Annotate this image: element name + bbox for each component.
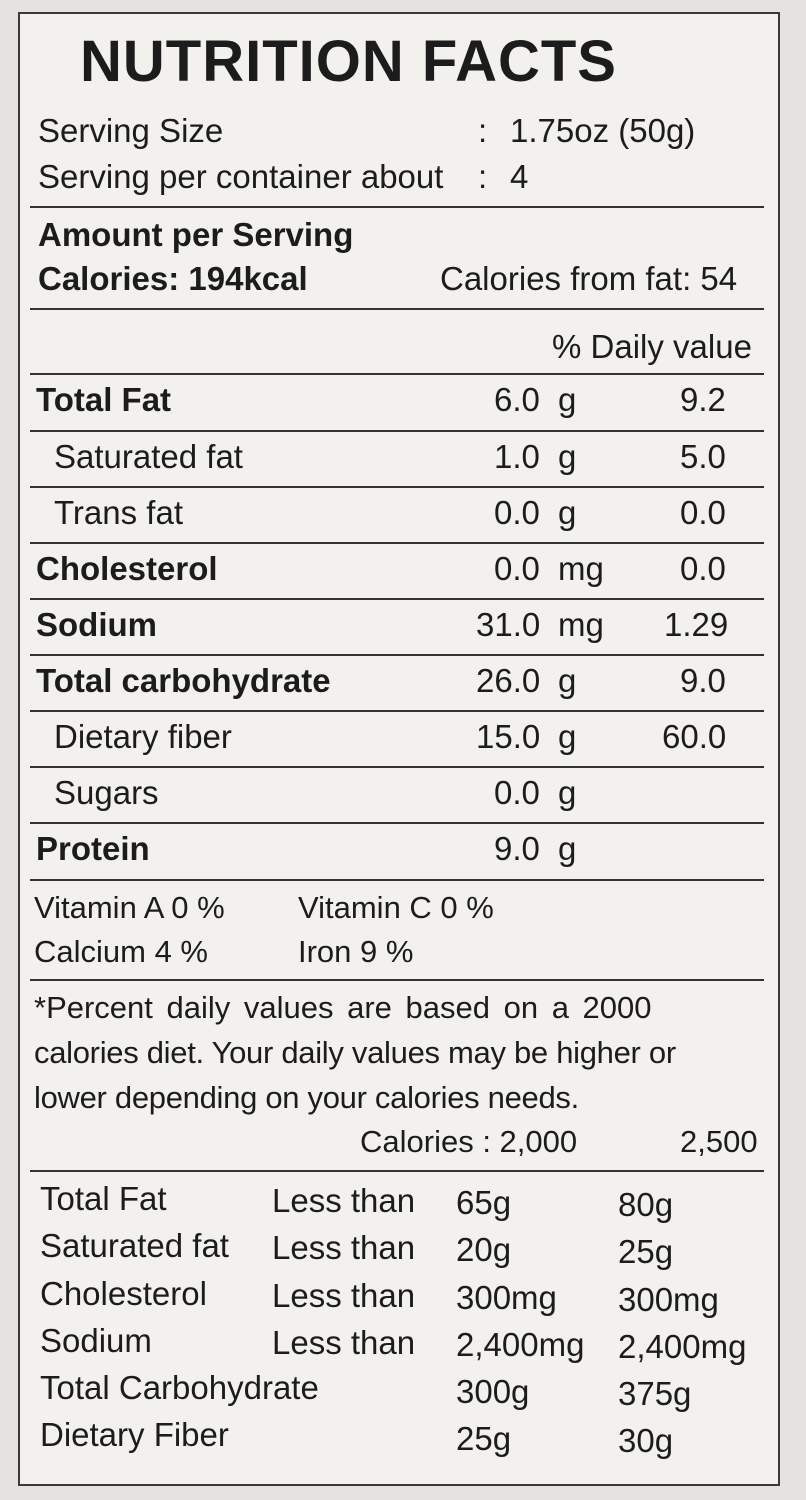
nutrient-unit-sugars: g <box>558 774 577 811</box>
nutrient-amount-sugars: 0.0 <box>494 774 540 811</box>
reference-row-qualifier: Less than <box>272 1182 416 1219</box>
nutrient-name-sugars: Sugars <box>54 774 159 811</box>
label-title: NUTRITION FACTS <box>80 29 617 94</box>
nutrient-unit-sodium: mg <box>558 606 604 643</box>
nutrient-name-sodium: Sodium <box>36 606 157 643</box>
reference-row-name: Total Carbohydrate <box>40 1369 319 1406</box>
servings-per-container-label: Serving per container about <box>38 158 444 195</box>
reference-row-value-2000: 2,400mg <box>456 1326 585 1363</box>
vitamin-c: Vitamin C 0 % <box>298 890 494 925</box>
reference-row-value-2000: 300g <box>456 1373 530 1410</box>
divider <box>30 979 764 981</box>
serving-size-label: Serving Size <box>38 112 224 149</box>
divider <box>30 822 764 824</box>
calories: Calories: 194kcal <box>38 260 308 297</box>
reference-calories-high: 2,500 <box>680 1124 758 1159</box>
nutrient-unit-total-carbohydrate: g <box>558 662 577 699</box>
reference-row-name: Dietary Fiber <box>40 1416 229 1453</box>
reference-row-name: Saturated fat <box>40 1227 229 1264</box>
nutrient-dv-dietary-fiber: 60.0 <box>662 718 727 755</box>
nutrient-dv-total-fat: 9.2 <box>680 381 726 418</box>
reference-row-name: Cholesterol <box>40 1275 207 1312</box>
nutrient-name-dietary-fiber: Dietary fiber <box>54 718 232 755</box>
nutrient-amount-cholesterol: 0.0 <box>494 550 540 587</box>
calories-from-fat: Calories from fat: 54 <box>440 260 738 297</box>
reference-calories-label: Calories : 2,000 <box>360 1124 578 1159</box>
amount-per-serving-header: Amount per Serving <box>38 216 354 253</box>
nutrient-amount-sodium: 31.0 <box>476 606 541 643</box>
nutrient-unit-cholesterol: mg <box>558 550 604 587</box>
nutrient-amount-trans-fat: 0.0 <box>494 494 540 531</box>
nutrient-amount-total-carbohydrate: 26.0 <box>476 662 541 699</box>
nutrient-name-cholesterol: Cholesterol <box>36 550 218 587</box>
reference-row-value-2500: 2,400mg <box>618 1328 747 1365</box>
nutrient-name-total-carbohydrate: Total carbohydrate <box>36 662 331 699</box>
vitamin-a: Vitamin A 0 % <box>34 890 225 925</box>
reference-row-qualifier: Less than <box>272 1229 416 1266</box>
divider <box>30 766 764 768</box>
nutrient-name-trans-fat: Trans fat <box>54 494 183 531</box>
reference-row-value-2000: 300mg <box>456 1279 557 1316</box>
servings-per-container-separator: : <box>478 158 488 195</box>
nutrient-unit-trans-fat: g <box>558 494 577 531</box>
nutrient-dv-trans-fat: 0.0 <box>680 494 726 531</box>
footnote-line-1: *Percent daily values are based on a 200… <box>34 990 652 1025</box>
serving-size-separator: : <box>478 112 488 149</box>
nutrient-amount-dietary-fiber: 15.0 <box>476 718 541 755</box>
reference-row-qualifier: Less than <box>272 1277 416 1314</box>
nutrient-unit-protein: g <box>558 830 577 867</box>
nutrient-unit-saturated-fat: g <box>558 438 577 475</box>
divider <box>30 1170 764 1172</box>
divider <box>30 373 764 375</box>
nutrition-facts-label <box>18 12 780 1486</box>
divider <box>30 308 764 310</box>
reference-row-value-2500: 375g <box>618 1375 692 1412</box>
calcium: Calcium 4 % <box>34 934 208 969</box>
nutrient-name-protein: Protein <box>36 830 150 867</box>
footnote-line-2: calories diet. Your daily values may be … <box>34 1035 676 1070</box>
divider <box>30 879 764 881</box>
reference-row-value-2000: 25g <box>456 1420 512 1457</box>
divider <box>30 486 764 488</box>
reference-row-name: Sodium <box>40 1322 152 1359</box>
nutrient-name-saturated-fat: Saturated fat <box>54 438 243 475</box>
servings-per-container-value: 4 <box>510 158 529 195</box>
divider <box>30 710 764 712</box>
reference-row-value-2500: 25g <box>618 1233 674 1270</box>
divider <box>30 598 764 600</box>
nutrient-dv-saturated-fat: 5.0 <box>680 438 726 475</box>
nutrient-dv-sodium: 1.29 <box>664 606 729 643</box>
nutrient-dv-cholesterol: 0.0 <box>680 550 726 587</box>
nutrient-unit-dietary-fiber: g <box>558 718 577 755</box>
reference-row-name: Total Fat <box>40 1180 167 1217</box>
divider <box>30 654 764 656</box>
divider <box>30 542 764 544</box>
serving-size-value: 1.75oz (50g) <box>510 112 696 149</box>
iron: Iron 9 % <box>298 934 414 969</box>
nutrient-dv-total-carbohydrate: 9.0 <box>680 662 726 699</box>
divider <box>30 206 764 208</box>
nutrient-name-total-fat: Total Fat <box>36 381 172 418</box>
reference-row-value-2500: 300mg <box>618 1281 719 1318</box>
reference-row-value-2000: 65g <box>456 1184 512 1221</box>
nutrient-amount-protein: 9.0 <box>494 830 540 867</box>
reference-row-value-2500: 80g <box>618 1186 674 1223</box>
footnote-line-3: lower depending on your calories needs. <box>34 1080 579 1115</box>
nutrient-amount-saturated-fat: 1.0 <box>494 438 540 475</box>
nutrient-amount-total-fat: 6.0 <box>494 381 540 418</box>
reference-row-value-2000: 20g <box>456 1231 512 1268</box>
reference-row-value-2500: 30g <box>618 1422 674 1459</box>
divider <box>30 430 764 432</box>
reference-row-qualifier: Less than <box>272 1324 416 1361</box>
daily-value-header: % Daily value <box>552 328 752 365</box>
nutrient-unit-total-fat: g <box>558 381 577 418</box>
